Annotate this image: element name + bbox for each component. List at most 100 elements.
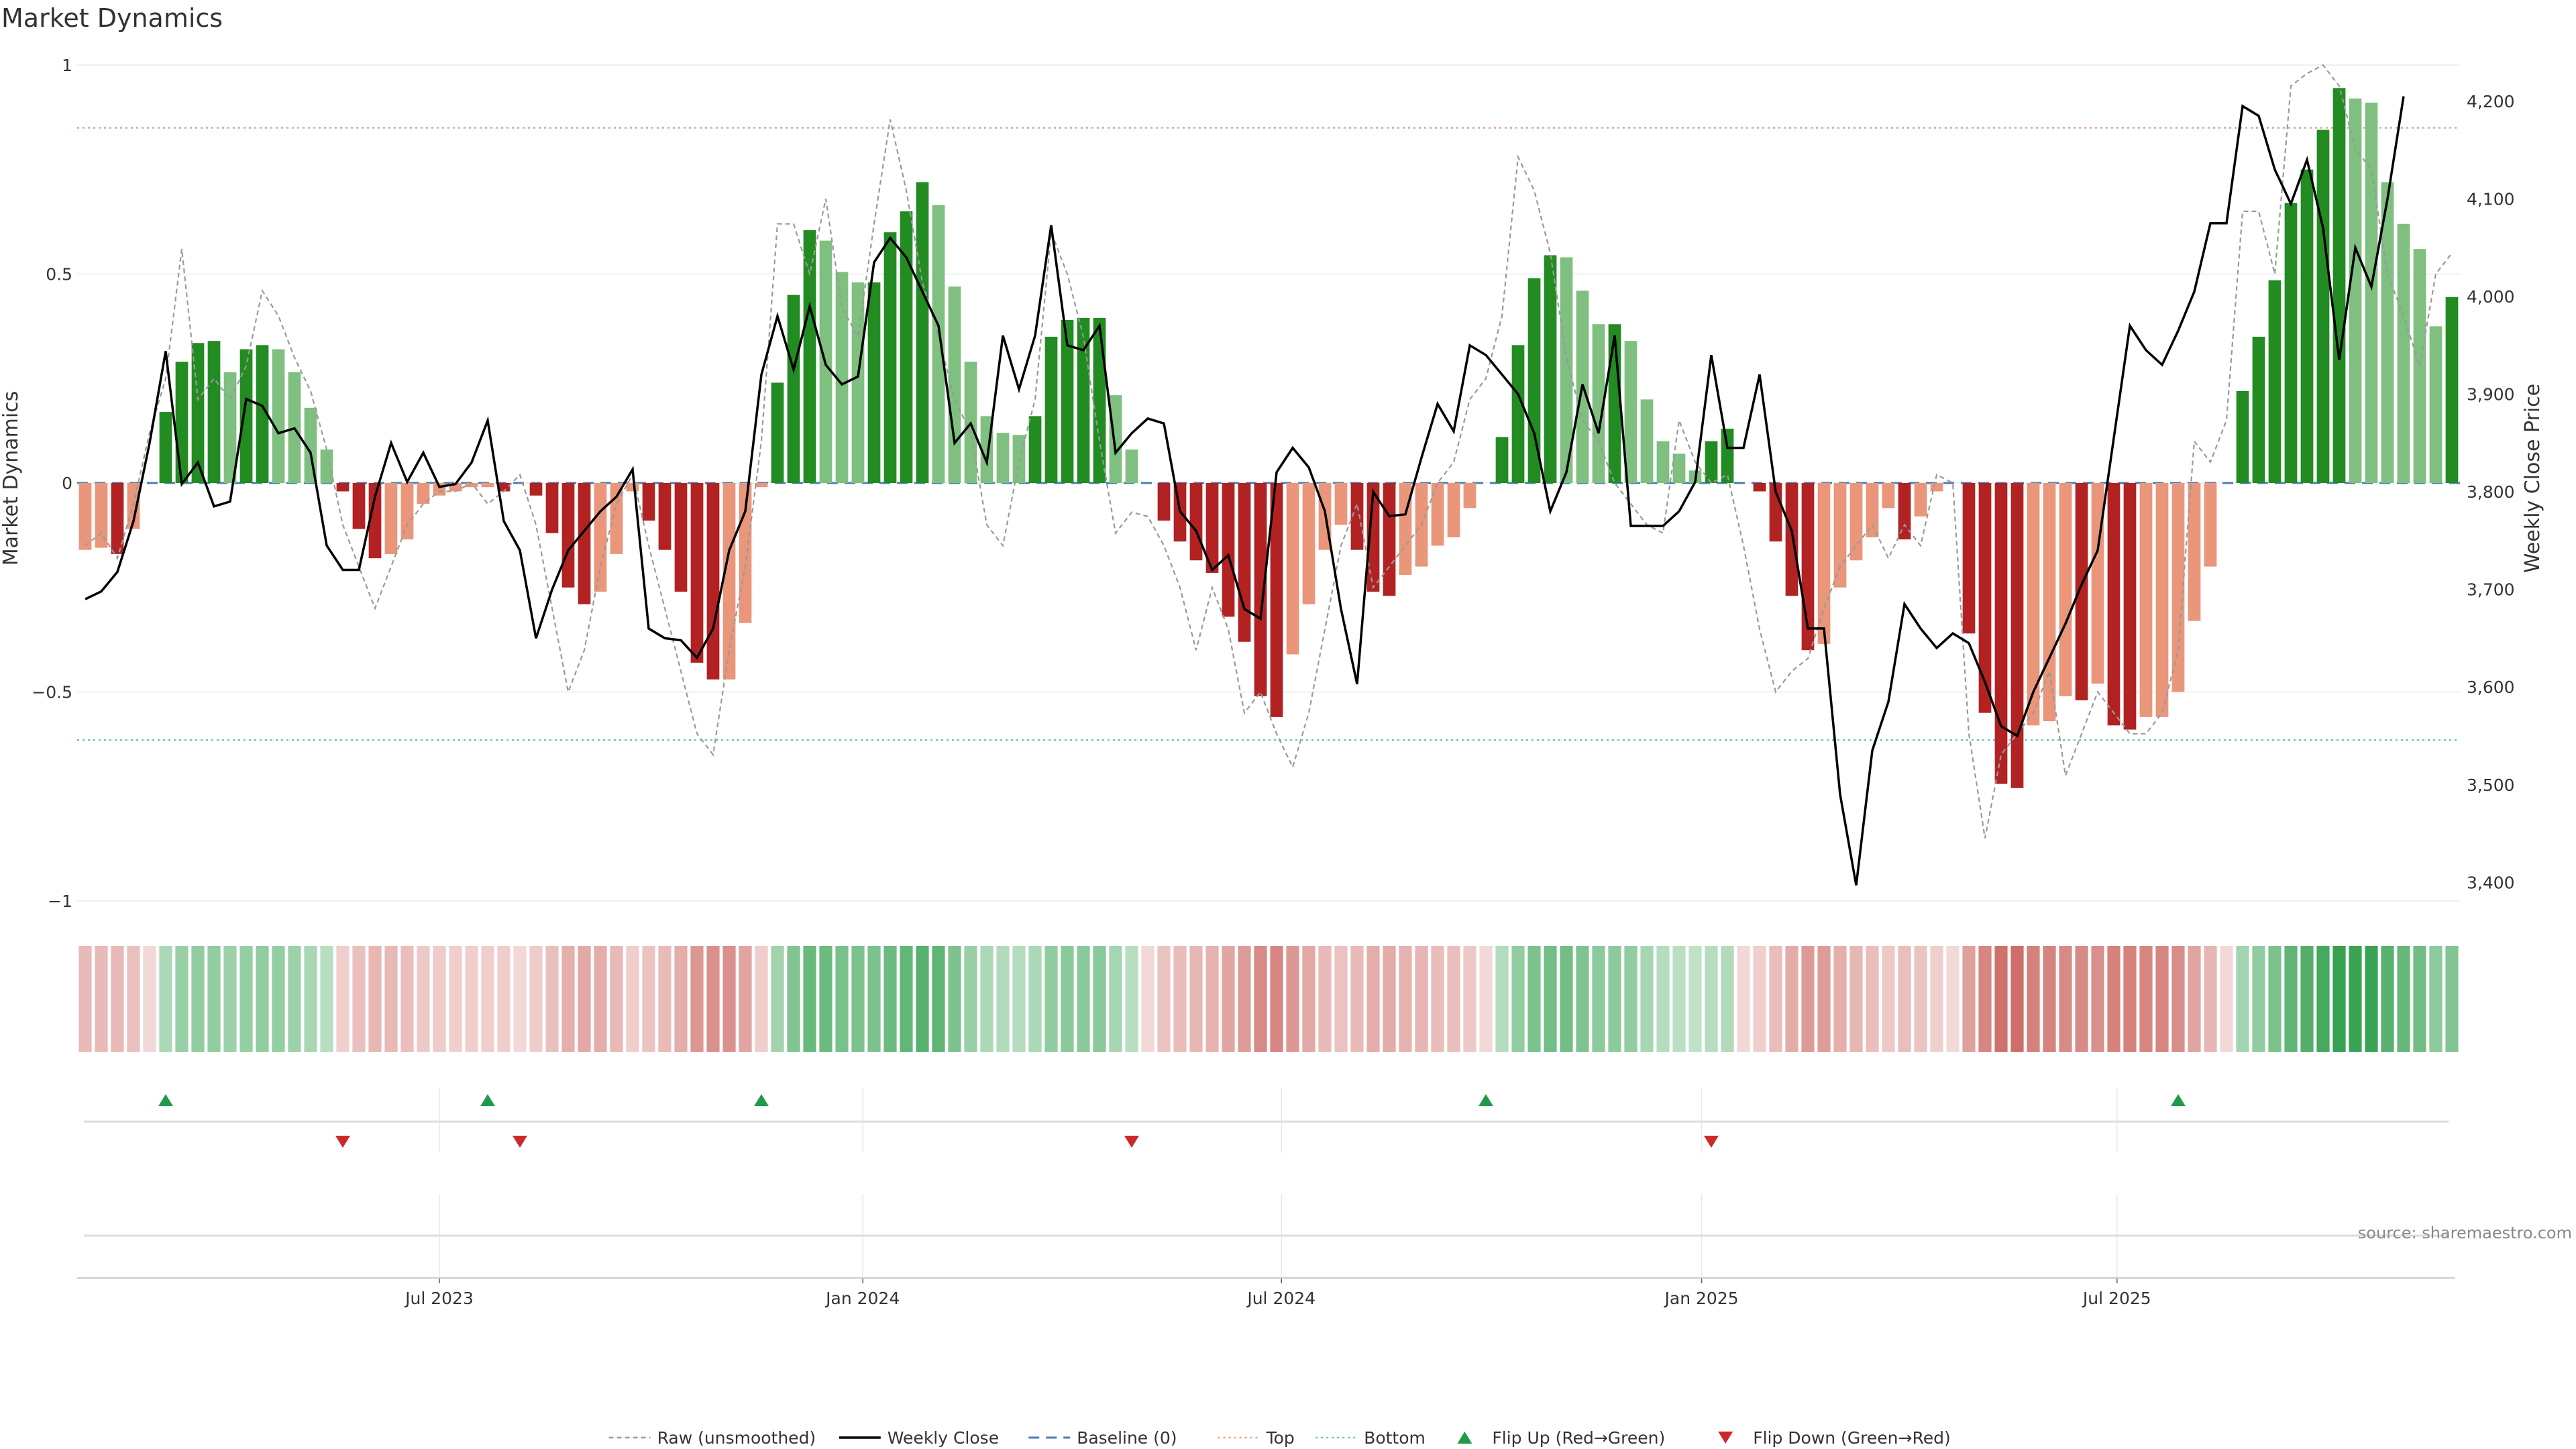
flip-up-marker [480, 1094, 495, 1106]
heatmap-cell [1205, 946, 1219, 1052]
heatmap-cell [529, 946, 543, 1052]
heatmap-cell [1737, 946, 1750, 1052]
dynamics-bar [2284, 203, 2298, 483]
dynamics-bar [256, 345, 269, 483]
heatmap-cell [1318, 946, 1332, 1052]
flip-down-marker [335, 1136, 350, 1148]
heatmap-cell [2043, 946, 2056, 1052]
x-tick-label: Jul 2024 [1246, 1289, 1316, 1308]
right-tick-label: 3,600 [2467, 678, 2515, 697]
heatmap-cell [1238, 946, 1251, 1052]
heatmap-cell [2445, 946, 2459, 1052]
heatmap-cell [1978, 946, 1992, 1052]
heatmap-cell [626, 946, 639, 1052]
flip-up-marker [1479, 1094, 1493, 1106]
dynamics-bar [1205, 483, 1219, 573]
dynamics-bar [1286, 483, 1299, 655]
heatmap-cell [1849, 946, 1863, 1052]
raw-line-layer [85, 64, 2453, 839]
x-tick-label: Jul 2023 [404, 1289, 474, 1308]
flip-down-marker [1704, 1136, 1719, 1148]
dynamics-bar [1753, 483, 1766, 492]
heatmap-cell [1769, 946, 1782, 1052]
heatmap-cell [819, 946, 833, 1052]
dynamics-bar [1705, 441, 1718, 483]
heatmap-cell [883, 946, 897, 1052]
dynamics-bar [2236, 390, 2249, 483]
dynamics-bar [2123, 483, 2137, 730]
dynamics-bar [223, 372, 237, 483]
dynamics-bar [2139, 483, 2153, 717]
heatmap-cell [1753, 946, 1766, 1052]
dynamics-bar [78, 483, 92, 550]
heatmap-cell [1350, 946, 1364, 1052]
dynamics-bar [1125, 449, 1138, 483]
heatmap-cell [1141, 946, 1155, 1052]
dynamics-bar [1930, 483, 1943, 492]
dynamics-bar [1189, 483, 1203, 561]
dynamics-bar [529, 483, 543, 496]
heatmap-cell [1946, 946, 1960, 1052]
dynamics-bar [111, 483, 124, 554]
dynamics-bar [2043, 483, 2056, 722]
dynamics-bar [352, 483, 366, 529]
heatmap-cell [1495, 946, 1509, 1052]
legend-label: Baseline (0) [1077, 1428, 1177, 1448]
heatmap-cell [2059, 946, 2072, 1052]
legend-label: Flip Up (Red→Green) [1492, 1428, 1665, 1448]
heatmap-cell [2123, 946, 2137, 1052]
heatmap-cell [980, 946, 994, 1052]
heatmap-cell [1044, 946, 1058, 1052]
dynamics-bar [1093, 317, 1106, 483]
heatmap-cell [1222, 946, 1235, 1052]
heatmap-cell [304, 946, 317, 1052]
heatmap-cell [336, 946, 350, 1052]
dynamics-bar [2171, 483, 2185, 692]
heatmap-cell [594, 946, 607, 1052]
heatmap-cell [1447, 946, 1460, 1052]
heatmap-cell [1576, 946, 1589, 1052]
dynamics-bar [1270, 483, 1283, 717]
dynamics-bar [239, 349, 253, 483]
raw-unsmoothed-line [85, 64, 2453, 839]
dynamics-bar [2365, 103, 2378, 483]
dynamics-bar [2316, 129, 2330, 483]
right-tick-label: 4,200 [2467, 92, 2515, 111]
heatmap-cell [2236, 946, 2249, 1052]
flip-up-marker [2171, 1094, 2186, 1106]
heatmap-cell [1012, 946, 1026, 1052]
heatmap-cell [465, 946, 478, 1052]
dynamics-bar [191, 343, 205, 483]
heatmap-cell [1785, 946, 1799, 1052]
heatmap-cell [1866, 946, 1879, 1052]
heatmap-cell [1077, 946, 1090, 1052]
heatmap-cell [1415, 946, 1428, 1052]
left-tick-label: −1 [48, 892, 72, 911]
left-axis: 1 0.5 0 −0.5 −1 [32, 56, 72, 911]
heatmap-cell [545, 946, 559, 1052]
dynamics-bar [1511, 345, 1525, 483]
dynamics-bar [787, 294, 800, 483]
heatmap-cell [1898, 946, 1911, 1052]
dynamics-bar [1994, 483, 2008, 784]
heatmap-cell [755, 946, 768, 1052]
heatmap-cell [513, 946, 527, 1052]
heatmap-cell [1721, 946, 1734, 1052]
heatmap-cell [95, 946, 108, 1052]
dynamics-bar [95, 483, 108, 548]
heatmap-cell [2220, 946, 2233, 1052]
right-tick-label: 3,700 [2467, 580, 2515, 600]
dynamics-bar [1882, 483, 1895, 508]
dynamics-bar [1833, 483, 1847, 588]
left-tick-label: 0.5 [46, 265, 72, 284]
flip-up-marker [158, 1094, 173, 1106]
dynamics-bar [1334, 483, 1348, 525]
dynamics-bar [1495, 437, 1509, 483]
x-tick-label: Jan 2024 [824, 1289, 900, 1308]
heatmap-cell [143, 946, 156, 1052]
legend-item-baseline: Baseline (0) [1028, 1428, 1177, 1448]
heatmap-cell [320, 946, 333, 1052]
heatmap-cell [2429, 946, 2443, 1052]
dynamics-bar [1383, 483, 1396, 596]
